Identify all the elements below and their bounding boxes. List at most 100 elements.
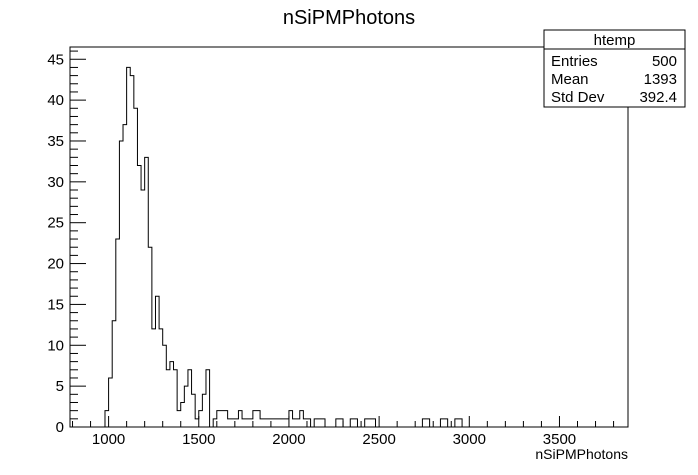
histogram-bin <box>206 370 210 427</box>
histogram-bin <box>426 419 430 427</box>
histogram-bin <box>300 411 304 427</box>
histogram-bin <box>458 419 462 427</box>
histogram-bin <box>368 419 372 427</box>
x-tick-label: 1000 <box>92 431 125 448</box>
histogram-bin <box>137 165 141 427</box>
y-tick-label: 35 <box>47 133 64 150</box>
stats-stddev-label: Std Dev <box>551 89 605 106</box>
histogram-bin <box>174 370 178 427</box>
stats-mean-label: Mean <box>551 71 589 88</box>
stats-entries-label: Entries <box>551 53 598 70</box>
histogram-bin <box>170 362 174 427</box>
x-tick-label: 2500 <box>362 431 395 448</box>
histogram-bin <box>177 411 181 427</box>
x-tick-label: 3500 <box>543 431 576 448</box>
histogram-bin <box>195 419 199 427</box>
stats-stddev-value: 392.4 <box>639 89 677 106</box>
y-tick-label: 20 <box>47 256 64 273</box>
x-tick-label: 2000 <box>272 431 305 448</box>
histogram-bin <box>444 419 448 427</box>
y-tick-label: 45 <box>47 51 64 68</box>
stats-box: htemp Entries 500 Mean 1393 Std Dev 392.… <box>543 29 686 108</box>
histogram-bin <box>123 125 127 427</box>
histogram-bin <box>289 411 293 427</box>
histogram-bin <box>188 370 192 427</box>
histogram-bin <box>365 419 369 427</box>
x-tick-label: 1500 <box>182 431 215 448</box>
histogram-bin <box>339 419 343 427</box>
histogram-bin <box>256 411 260 427</box>
stats-mean-value: 1393 <box>644 71 677 88</box>
histogram-bin <box>264 419 268 427</box>
histogram-bin <box>260 419 264 427</box>
histogram-bin <box>159 329 163 427</box>
y-tick-label: 5 <box>56 378 64 395</box>
histogram-bin <box>253 411 257 427</box>
histogram-bin <box>455 419 459 427</box>
histogram-bin <box>238 411 242 427</box>
histogram-bin <box>105 411 109 427</box>
histogram-bin <box>278 419 282 427</box>
y-tick-label: 15 <box>47 296 64 313</box>
histogram-bin <box>192 394 196 427</box>
histogram-bin <box>217 411 221 427</box>
y-axis: 0 5 10 15 20 25 30 35 40 45 <box>47 50 86 436</box>
histogram-bin <box>372 419 376 427</box>
histogram-bin <box>127 67 131 427</box>
histogram-bin <box>336 419 340 427</box>
histogram-bin <box>440 419 444 427</box>
histogram-bin <box>282 419 286 427</box>
histogram-bin <box>235 419 239 427</box>
histogram-bin <box>307 419 311 427</box>
histogram-bin <box>152 329 156 427</box>
histogram-bin <box>242 419 246 427</box>
histogram-bin <box>350 419 354 427</box>
histogram-bin <box>116 239 120 427</box>
chart-title: nSiPMPhotons <box>283 7 415 29</box>
y-tick-label: 40 <box>47 92 64 109</box>
histogram-bin <box>109 378 113 427</box>
histogram-bin <box>303 419 307 427</box>
histogram-bin <box>148 247 152 427</box>
histogram-bin <box>134 108 138 427</box>
histogram-bin <box>181 402 185 427</box>
histogram-bin <box>231 419 235 427</box>
histogram-bin <box>314 419 318 427</box>
histogram-bin <box>112 321 116 427</box>
histogram-bars <box>105 67 462 427</box>
histogram-bin <box>228 419 232 427</box>
histogram-bin <box>163 345 167 427</box>
y-tick-label: 25 <box>47 215 64 232</box>
x-axis: 1000 1500 2000 2500 3000 3500 <box>72 416 615 448</box>
histogram-bin <box>145 157 149 427</box>
histogram-bin <box>246 419 250 427</box>
histogram-bin <box>271 419 275 427</box>
y-tick-label: 0 <box>56 419 64 436</box>
histogram-bin <box>155 296 159 427</box>
histogram-bin <box>285 419 289 427</box>
histogram-bin <box>267 419 271 427</box>
histogram-bin <box>321 419 325 427</box>
x-axis-label: nSiPMPhotons <box>535 446 628 462</box>
histogram-bin <box>275 419 279 427</box>
stats-box-frame <box>543 29 686 108</box>
histogram-bin <box>166 370 170 427</box>
histogram-bin <box>184 386 188 427</box>
y-tick-label: 30 <box>47 174 64 191</box>
histogram-bin <box>199 411 203 427</box>
histogram-bin <box>318 419 322 427</box>
y-tick-label: 10 <box>47 337 64 354</box>
histogram-bin <box>224 411 228 427</box>
histogram-bin <box>202 394 206 427</box>
x-tick-label: 3000 <box>453 431 486 448</box>
histogram-outline <box>104 66 470 428</box>
stats-entries-value: 500 <box>652 53 677 70</box>
stats-box-title: htemp <box>594 32 636 49</box>
histogram-bin <box>422 419 426 427</box>
histogram-bin <box>296 419 300 427</box>
histogram-bin <box>293 419 297 427</box>
histogram-bin <box>249 419 253 427</box>
histogram-bin <box>220 411 224 427</box>
histogram-bin <box>213 419 217 427</box>
